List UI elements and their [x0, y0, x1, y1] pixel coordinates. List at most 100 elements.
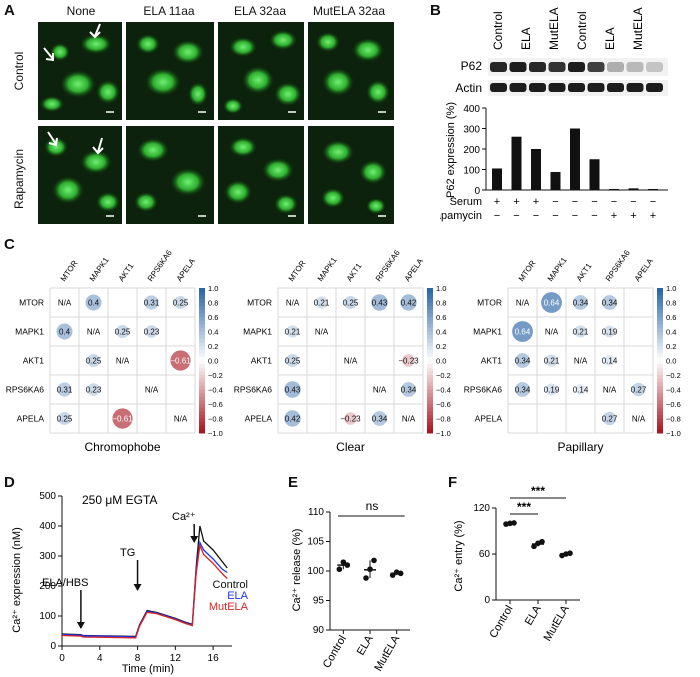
heatmap-row-label: AKT1 — [23, 356, 45, 366]
p62-band — [646, 62, 663, 72]
heatmap-col-label: MTOR — [287, 259, 308, 284]
colorbar-segment — [199, 375, 205, 380]
actin-band — [626, 83, 644, 92]
correlation-value: 0.25 — [343, 299, 359, 308]
correlation-value: 0.31 — [144, 299, 160, 308]
correlation-circle — [372, 411, 387, 426]
dotplot-category-label: ELA — [355, 633, 376, 658]
correlation-value: 0.23 — [86, 386, 102, 395]
colorbar-segment — [199, 353, 205, 358]
colorbar-segment — [199, 367, 205, 372]
panel-b-ytick-label: 300 — [463, 125, 480, 136]
panel-d-ylabel: Ca²⁺ expression (nM) — [11, 527, 23, 632]
colorbar-segment — [199, 396, 205, 401]
heatmap-col-label: APELA — [633, 256, 656, 283]
correlation-circle — [344, 412, 357, 425]
colorbar-segment — [199, 385, 205, 390]
colorbar-segment — [657, 360, 663, 365]
correlation-circle — [284, 410, 301, 427]
correlation-value: 0.21 — [285, 328, 301, 337]
correlation-heatmap: MTOR MTOR N/A MAPK1 MAPK1 N/A AKT1 AKT1 N/A RPS6K… — [464, 248, 681, 454]
colorbar-segment — [199, 360, 205, 365]
dotplot-ytick-label: 100 — [307, 566, 324, 577]
dotplot-point — [511, 520, 517, 526]
heatmap-title: Papillary — [557, 440, 603, 454]
p62-band — [509, 62, 527, 72]
arrow-marker — [47, 131, 57, 145]
micrograph-none-control — [38, 22, 122, 120]
colorbar-segment — [657, 288, 663, 293]
correlation-value: 0.25 — [285, 357, 301, 366]
heatmap-row-label: APELA — [475, 414, 503, 424]
colorbar-segment — [657, 327, 663, 332]
panel-b-bar — [492, 168, 502, 190]
colorbar-tick-label: −0.4 — [666, 386, 681, 395]
panel-a-col-label: MutELA 32aa — [312, 4, 386, 18]
heatmap-row-label: RPS6KA6 — [464, 385, 503, 395]
heatmap-diagonal-label: N/A — [545, 328, 559, 337]
colorbar-tick-label: 0.8 — [666, 299, 676, 308]
colorbar-segment — [427, 327, 433, 332]
condition-sign: − — [572, 210, 578, 222]
heatmap-diagonal-label: N/A — [174, 415, 188, 424]
correlation-value: 0.42 — [285, 415, 301, 424]
heatmap-row-label: APELA — [245, 414, 273, 424]
correlation-value: 0.25 — [57, 415, 73, 424]
colorbar-segment — [427, 382, 433, 387]
colorbar-tick-label: 0.4 — [208, 328, 218, 337]
correlation-value: 0.25 — [173, 299, 189, 308]
heatmap-row-label: RPS6KA6 — [6, 385, 45, 395]
p62-band — [587, 62, 605, 72]
colorbar-segment — [427, 393, 433, 398]
panel-d-figure: 250 μM EGTA 0 100 200 300 400 500 0 4 8 12 16 Time… — [11, 491, 249, 675]
colorbar-segment — [657, 425, 663, 430]
correlation-circle — [145, 325, 158, 338]
correlation-circle — [602, 295, 617, 310]
heatmap-diagonal-label: N/A — [145, 386, 159, 395]
colorbar-tick-label: −0.6 — [436, 400, 451, 409]
colorbar-segment — [657, 418, 663, 423]
lane-label: ELA — [603, 27, 617, 50]
panel-f-letter: F — [448, 474, 458, 491]
heatmap-diagonal-label: N/A — [516, 299, 530, 308]
panel-b-ylabel: P62 expression (%) — [445, 102, 457, 198]
colorbar-tick-label: 0.6 — [666, 313, 676, 322]
lane-label: MutELA — [631, 7, 645, 50]
condition-sign: − — [650, 196, 656, 208]
colorbar-segment — [427, 429, 433, 434]
heatmap-row-label: MAPK1 — [473, 327, 502, 337]
colorbar-segment — [657, 364, 663, 369]
colorbar-tick-label: 1.0 — [208, 284, 218, 293]
correlation-value: 0.14 — [573, 386, 589, 395]
panel-d-xtick-label: 8 — [135, 653, 141, 664]
condition-sign: − — [552, 196, 558, 208]
colorbar-segment — [427, 313, 433, 318]
panel-b-ytick-label: 100 — [463, 166, 480, 177]
colorbar-segment — [427, 364, 433, 369]
correlation-value: 0.27 — [602, 415, 618, 424]
condition-sign: + — [533, 196, 539, 208]
correlation-value: 0.34 — [401, 386, 417, 395]
panel-b-bar — [648, 188, 658, 190]
colorbar-segment — [427, 302, 433, 307]
micrograph-mutela32-rapamycin — [308, 126, 394, 224]
correlation-value: 0.43 — [372, 299, 388, 308]
colorbar-segment — [657, 367, 663, 372]
panel-a-col-label: ELA 32aa — [233, 4, 287, 18]
arrow-marker — [97, 137, 103, 153]
lane-label: ELA — [519, 27, 533, 50]
colorbar-tick-label: 0.6 — [436, 313, 446, 322]
condition-sign: + — [650, 210, 656, 222]
heatmap-diagonal-label: N/A — [58, 299, 72, 308]
colorbar-segment — [657, 382, 663, 387]
correlation-circle — [286, 354, 299, 367]
colorbar-segment — [427, 385, 433, 390]
panel-a-row-label-rapamycin: Rapamycin — [12, 148, 26, 210]
condition-sign: − — [552, 210, 558, 222]
correlation-value: −0.61 — [170, 357, 191, 366]
colorbar-tick-label: 0.8 — [208, 299, 218, 308]
colorbar-segment — [199, 411, 205, 416]
correlation-circle — [112, 408, 133, 429]
colorbar-segment — [199, 404, 205, 409]
